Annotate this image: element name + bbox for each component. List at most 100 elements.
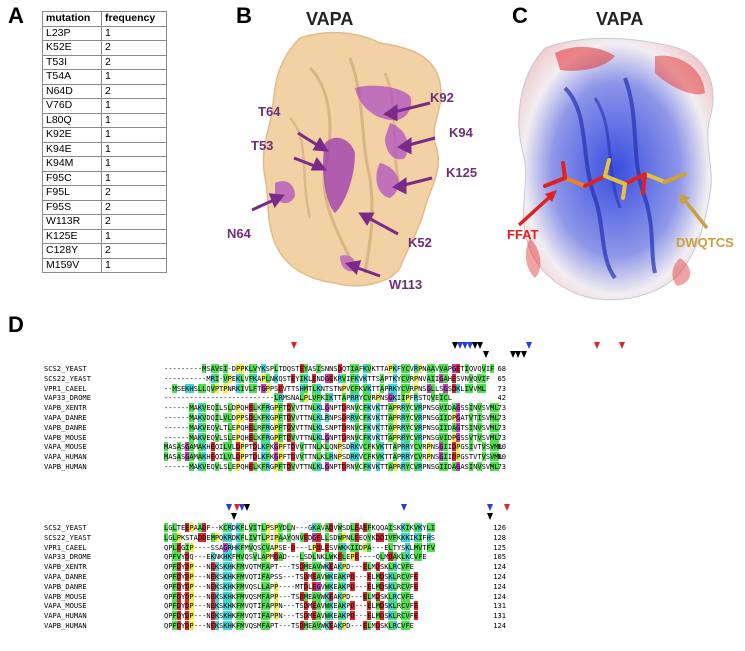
label-t64: T64 — [258, 104, 281, 119]
frequency-cell: 2 — [101, 214, 167, 230]
ffat-ligand — [543, 158, 687, 200]
sequence-name: VAP33_DROME — [44, 393, 91, 403]
label-w113: W113 — [389, 277, 423, 292]
alignment-row: VAPB_DANRE ------MAKVEQVLTLEPQHELRFRGPFTD… — [44, 422, 506, 433]
frequency-cell: 1 — [101, 112, 167, 128]
sequence-residues: ------MAKVDQILVLDPPSDLKFKGPFTDVVTTNLKLRN… — [164, 412, 499, 422]
sequence-name: VAPA_DANRE — [44, 571, 87, 581]
sequence-residues: MASASGAMAKHEQILVLDPPTDLKFKGPFTDVVTTNLKLR… — [164, 452, 503, 462]
residue-marker-red — [504, 504, 510, 511]
alignment-row: SCS2_YEAST ---------MSAVEI-DPPKLVYKSPLTDQ… — [44, 364, 506, 374]
sequence-end-position: 73 — [497, 383, 506, 393]
residue-marker-blue — [457, 342, 463, 349]
sequence-end-position: 73 — [497, 461, 506, 471]
sequence-residues: ------MAKVEQVLTLEPQHELRFRGPFTDVVTTNLKLSN… — [164, 422, 499, 432]
label-k52: K52 — [408, 235, 432, 250]
sequence-end-position: 124 — [493, 591, 506, 601]
mutation-table-body: L23P 1 K52E 2 T53I 2 T54A 1 N64D 2 V76D 1 L80Q 1 K92E 1… — [42, 25, 167, 273]
mutation-cell: F95C — [42, 170, 102, 186]
sequence-name: VPR1_CAEEL — [44, 383, 87, 393]
sequence-end-position: 131 — [493, 611, 506, 621]
residue-marker-black — [244, 504, 250, 511]
sequence-name: VAPB_HUMAN — [44, 461, 87, 471]
frequency-cell: 1 — [101, 156, 167, 172]
residue-marker-black — [483, 351, 489, 358]
residue-marker-black — [472, 342, 478, 349]
sequence-name: VAPB_DANRE — [44, 581, 87, 591]
sequence-residues: ------MAKVEQILSLDPQHELKFRGPFTDVVTTNLKLGN… — [164, 403, 499, 413]
mutation-cell: K94E — [42, 141, 102, 157]
sequence-end-position: 42 — [497, 393, 506, 403]
mutation-row: F95L 2 — [42, 185, 167, 201]
alignment-row: VAPA_MOUSE QPFDYDP---NEKSKHKFMVQTIFAPPN--… — [44, 601, 506, 611]
frequency-cell: 1 — [101, 127, 167, 143]
frequency-cell: 2 — [101, 185, 167, 201]
sequence-end-position: 124 — [493, 620, 506, 630]
sequence-end-position: 80 — [497, 452, 506, 462]
mutation-table-header: mutation frequency — [42, 11, 167, 27]
residue-marker-red — [619, 342, 625, 349]
alignment-row: VAPA_MOUSE MASASGAMAKHEQILVLDPPTDLKFKGPFT… — [44, 442, 506, 452]
mutation-row: N64D 2 — [42, 83, 167, 99]
sequence-residues: LGLPKSTADDEMPQKRDKFLIVTLPIPAAYQNVEDGELLS… — [164, 532, 435, 542]
alignment-row: VAPA_DANRE QPFDYDP---NEKSKHKFMVQTIFAPSS--… — [44, 571, 506, 582]
sequence-residues: ---------MSAVEI-DPPKLVYKSPLTDQSTEYASISNN… — [164, 364, 495, 373]
panel-b-title: VAPA — [306, 9, 354, 29]
residue-marker-red — [291, 342, 297, 349]
sequence-name: SCS2_YEAST — [44, 523, 87, 532]
mutation-row: K52E 2 — [42, 40, 167, 56]
mutation-header: mutation — [42, 11, 102, 27]
sequence-name: VAPA_MOUSE — [44, 601, 87, 611]
sequence-residues: QPFDYDP---NEKSKHKFMVQTIFAPPN---TSDMEAVWK… — [164, 601, 419, 611]
mutation-cell: K94M — [42, 156, 102, 172]
mutation-row: L23P 1 — [42, 25, 167, 41]
sequence-end-position: 124 — [493, 571, 506, 581]
frequency-header: frequency — [101, 11, 167, 27]
mutation-cell: L80Q — [42, 112, 102, 128]
panel-c-title: VAPA — [596, 9, 644, 29]
mutation-row: T53I 2 — [42, 54, 167, 70]
sequence-name: VPR1_CAEEL — [44, 542, 87, 552]
frequency-cell: 2 — [101, 54, 167, 70]
residue-marker-blue — [239, 504, 245, 511]
sequence-end-position: 73 — [497, 403, 506, 413]
mutation-cell: V76D — [42, 98, 102, 114]
alignment-block-2: SCS2_YEAST LGLTEEPAADF--KCRDKFLVITLPSPYDL… — [44, 523, 506, 631]
alignment-row: VAP33_DROME --------------------------LRM… — [44, 393, 506, 403]
sequence-residues: ----------MRI-VPEKLVFKAPLNKQSTEYIKLENDGE… — [164, 373, 491, 383]
sequence-residues: QPLEGIP----SSAGRHKFMVQSCVAPSE-D---LPDLES… — [164, 542, 435, 552]
mutation-row: K125E 1 — [42, 228, 167, 244]
alignment-row: VAPB_MOUSE QPFDYDP---NEKSKHKFMVQSMFAPP---… — [44, 591, 506, 602]
alignment-row: VAP33_DROME QPFVYDQ---EKNKHKFMVQSVLAPMDAD… — [44, 552, 506, 562]
residue-marker-blue — [462, 342, 468, 349]
sequence-residues: QPFDYDP---NEKSKHKFMVQSLLAPP----MTDLEGVWK… — [164, 581, 419, 591]
alignment-row: VAPB_HUMAN QPFDYDP---NEKSKHKFMVQSMFAPT---… — [44, 620, 506, 631]
residue-marker-black — [477, 342, 483, 349]
sequence-residues: QPFDYDP---NEKSKHKFMVQSMFAPP---TSDMEAVWKE… — [164, 591, 414, 601]
frequency-cell: 1 — [101, 25, 167, 41]
mutation-cell: K125E — [42, 228, 102, 244]
label-k94: K94 — [449, 125, 473, 140]
sequence-name: VAPB_HUMAN — [44, 620, 87, 630]
alignment-row: VAPB_XENTR ------MAKVEQILSLDPQHELKFRGPFTD… — [44, 403, 506, 413]
alignment-row: VAPA_HUMAN MASASGAMAKHEQILVLDPPTDLKFKGPFT… — [44, 452, 506, 462]
sequence-end-position: 124 — [493, 581, 506, 591]
frequency-cell: 2 — [101, 40, 167, 56]
sequence-residues: QPFDYDP---NEKSKHKFMVQSMFAPT---TSDMEAVWKE… — [164, 620, 414, 630]
sequence-residues: QPFDYDP---NEKSKHKFMVQTIFAPSS---TSDMEAVWK… — [164, 571, 419, 581]
label-dwqtcs: DWQTCS — [676, 235, 734, 250]
sequence-end-position: 68 — [497, 364, 506, 373]
sequence-residues: ------MAKVEQVLSLEPQHELKFRGPFTDVVTTNLKLGN… — [164, 461, 499, 471]
alignment-row: VAPB_MOUSE ------MAKVEQVLSLEPQHELKFRGPFTD… — [44, 432, 506, 443]
sequence-name: VAPA_MOUSE — [44, 442, 87, 452]
residue-marker-black — [231, 513, 237, 520]
mutation-cell: L23P — [42, 25, 102, 41]
label-n64: N64 — [227, 226, 251, 241]
sequence-name: SCS2_YEAST — [44, 364, 87, 373]
residue-marker-black — [515, 351, 521, 358]
frequency-cell: 1 — [101, 228, 167, 244]
mutation-row: L80Q 1 — [42, 112, 167, 128]
vapa-electrostatic-structure — [517, 37, 714, 301]
mutation-cell: K92E — [42, 127, 102, 143]
frequency-cell: 1 — [101, 170, 167, 186]
